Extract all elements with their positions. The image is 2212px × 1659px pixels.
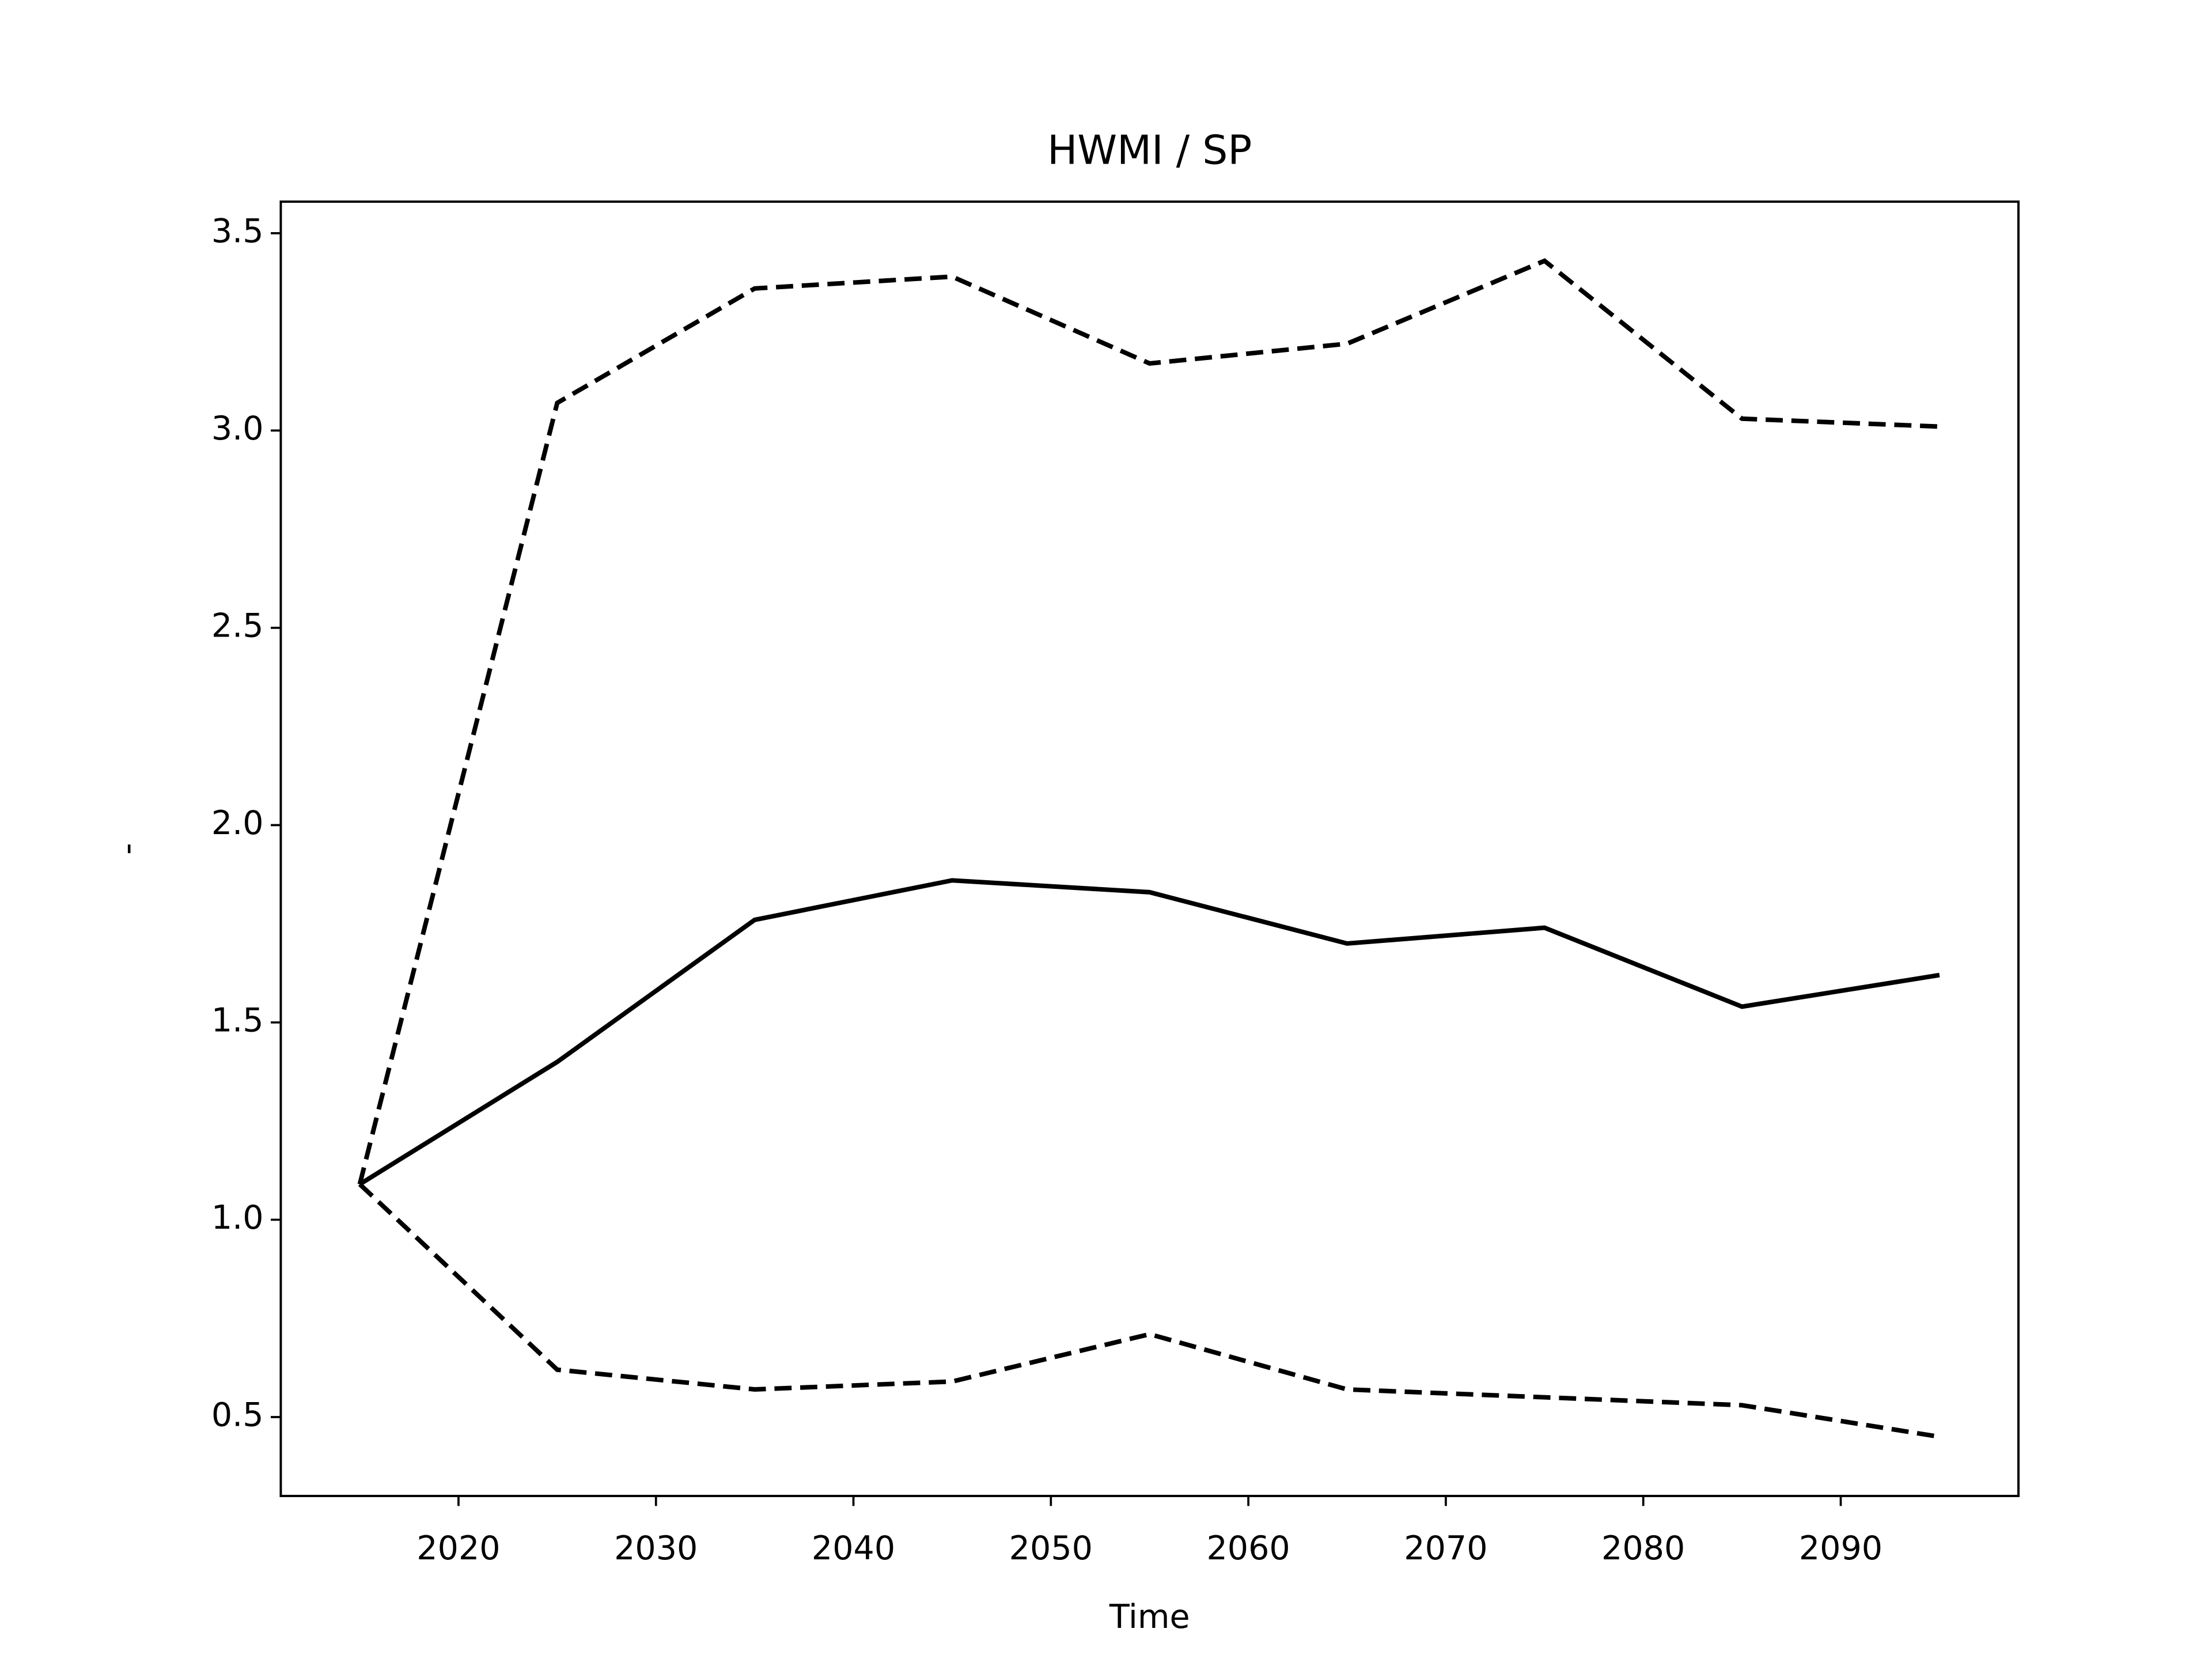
y-tick-label: 3.0 xyxy=(211,410,264,448)
x-tick-label: 2030 xyxy=(614,1529,698,1567)
y-tick-label: 1.5 xyxy=(211,1002,264,1040)
series-line xyxy=(358,878,1940,1187)
y-axis-label: - xyxy=(108,843,146,855)
y-tick-label: 3.5 xyxy=(211,212,264,250)
x-tick-label: 2090 xyxy=(1799,1529,1883,1567)
series-line xyxy=(358,1182,1940,1440)
x-tick-label: 2060 xyxy=(1206,1529,1290,1567)
y-tick-label: 0.5 xyxy=(211,1396,264,1434)
plot-frame xyxy=(279,200,2020,1497)
chart-title: HWMI / SP xyxy=(1047,127,1252,174)
x-tick-label: 2070 xyxy=(1404,1529,1487,1567)
x-tick-label: 2040 xyxy=(812,1529,895,1567)
x-tick-label: 2050 xyxy=(1009,1529,1093,1567)
y-tick-label: 2.0 xyxy=(211,804,264,842)
y-tick-label: 2.5 xyxy=(211,607,264,645)
x-axis-label: Time xyxy=(1109,1598,1190,1636)
x-tick-label: 2080 xyxy=(1601,1529,1685,1567)
y-tick-label: 1.0 xyxy=(211,1199,264,1237)
x-tick-label: 2020 xyxy=(416,1529,500,1567)
series-line xyxy=(357,258,1940,1185)
